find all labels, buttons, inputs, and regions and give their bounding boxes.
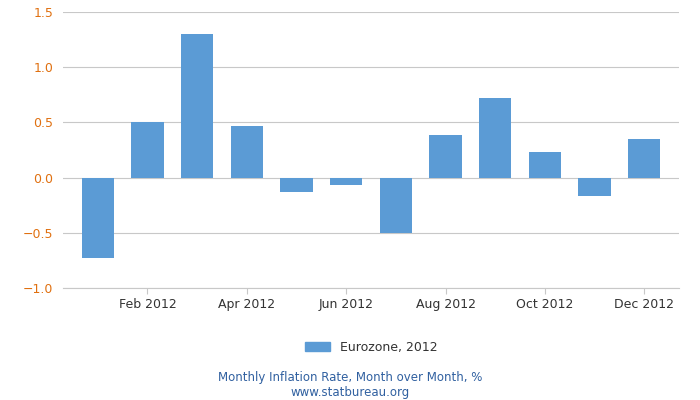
Bar bbox=[82, 178, 114, 258]
Bar bbox=[578, 178, 610, 196]
Bar bbox=[429, 134, 462, 178]
Bar bbox=[181, 34, 214, 178]
Bar bbox=[132, 122, 164, 178]
Bar bbox=[528, 152, 561, 178]
Bar bbox=[379, 178, 412, 233]
Legend: Eurozone, 2012: Eurozone, 2012 bbox=[300, 336, 442, 359]
Text: Monthly Inflation Rate, Month over Month, %: Monthly Inflation Rate, Month over Month… bbox=[218, 372, 482, 384]
Bar bbox=[628, 139, 660, 178]
Bar bbox=[280, 178, 313, 192]
Bar bbox=[231, 126, 263, 178]
Bar bbox=[479, 98, 511, 178]
Text: www.statbureau.org: www.statbureau.org bbox=[290, 386, 410, 399]
Bar bbox=[330, 178, 363, 185]
